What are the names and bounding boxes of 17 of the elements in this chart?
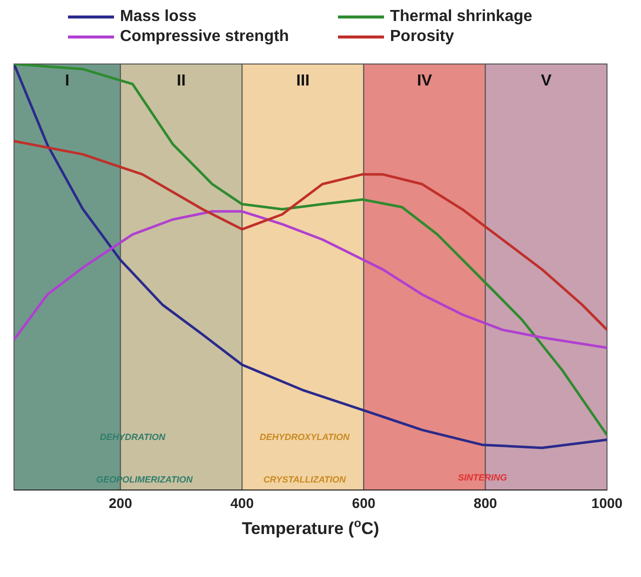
annotation: DEHYDROXYLATION [260,432,350,442]
x-tick-label: 200 [108,494,132,511]
x-tick-label: 1000 [591,494,623,511]
band-label: V [540,72,552,90]
band-label: II [176,72,186,90]
legend-label: Compressive strength [120,28,289,46]
legend-label: Thermal shrinkage [390,8,532,26]
legend-label: Porosity [390,28,454,46]
x-tick-label: 600 [352,494,376,511]
x-axis-title: Temperature ($^{o}$C) [242,516,380,538]
legend-label: Mass loss [120,8,196,26]
band-label: I [64,72,70,90]
annotation: CRYSTALLIZATION [263,474,346,485]
x-tick-label: 400 [230,494,254,511]
x-tick-label: 800 [474,494,498,511]
band-label: III [296,72,310,90]
band-label: IV [416,72,432,90]
